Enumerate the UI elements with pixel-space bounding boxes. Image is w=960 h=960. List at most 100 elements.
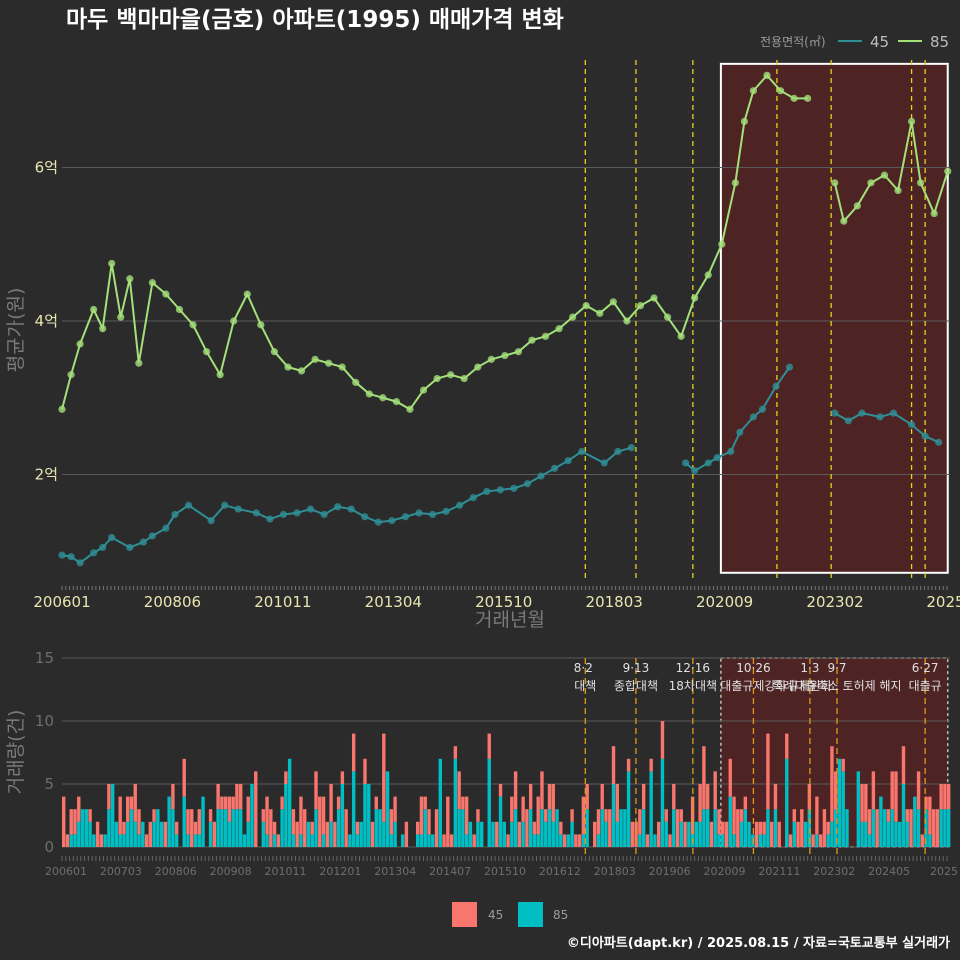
bar-85 xyxy=(886,821,891,847)
bar-45 xyxy=(785,733,789,759)
bar-45 xyxy=(446,796,450,847)
y-tick-label: 6억 xyxy=(35,158,58,176)
series-45-point xyxy=(858,409,866,417)
bar-85 xyxy=(916,809,921,847)
series-85-point xyxy=(930,209,938,218)
x-tick-label: 2025 xyxy=(926,593,960,611)
bar-45 xyxy=(811,834,815,847)
bar-85 xyxy=(272,834,277,847)
bar-85 xyxy=(103,834,107,847)
bar-45 xyxy=(284,771,288,784)
series-45-point xyxy=(921,432,929,440)
policy-text-label: 특례대출축소 토허제 해지 xyxy=(772,679,901,693)
series-85-point xyxy=(126,275,134,283)
series-85-line xyxy=(61,73,808,411)
series-85-point xyxy=(718,240,726,248)
bar-45 xyxy=(453,746,458,759)
bar-85 xyxy=(80,809,85,847)
series-85-point xyxy=(514,348,523,356)
bar-85 xyxy=(626,771,631,847)
bar-85 xyxy=(905,821,909,847)
bar-45 xyxy=(660,721,665,759)
bar-45 xyxy=(559,821,563,835)
bar-85 xyxy=(261,821,265,847)
series-45-point xyxy=(415,509,423,517)
bar-45 xyxy=(182,758,186,797)
series-85-point xyxy=(569,313,577,321)
bar-85 xyxy=(890,809,894,847)
bar-85 xyxy=(431,834,435,847)
bar-45 xyxy=(943,784,947,810)
bar-85 xyxy=(310,834,314,847)
series-85-point xyxy=(379,394,387,402)
bar-85 xyxy=(427,834,431,847)
x-tick-label: 201011 xyxy=(254,593,311,611)
bar-85 xyxy=(871,809,876,847)
series-45-point xyxy=(889,409,898,417)
bar-45 xyxy=(133,784,137,822)
bar-45 xyxy=(517,821,522,847)
bar-45 xyxy=(668,834,672,847)
bar-85 xyxy=(186,834,190,847)
series-85-point xyxy=(216,371,224,379)
policy-text-label: 18차대책 xyxy=(669,678,717,693)
bar-85 xyxy=(114,821,119,847)
bar-85 xyxy=(393,821,397,847)
series-85-point xyxy=(135,359,143,367)
bar-45 xyxy=(732,796,736,835)
bar-85 xyxy=(193,834,198,847)
series-85-point xyxy=(99,325,107,333)
bottom-x-tick-label: 201612 xyxy=(539,865,581,878)
bottom-x-tick-label: 200703 xyxy=(100,865,142,878)
series-45-point xyxy=(221,501,229,509)
bar-85 xyxy=(336,809,341,847)
bar-45 xyxy=(728,758,732,797)
bar-45 xyxy=(427,809,431,835)
series-85-point xyxy=(419,386,428,394)
series-45-point xyxy=(252,509,260,517)
series-85-point xyxy=(804,94,812,102)
x-tick-label: 201304 xyxy=(365,593,422,611)
bar-45 xyxy=(901,746,906,784)
bar-85 xyxy=(536,834,540,847)
bar-45 xyxy=(487,733,491,759)
bar-85 xyxy=(419,834,424,847)
bar-45 xyxy=(638,809,642,835)
bottom-y-tick-label: 5 xyxy=(44,775,54,793)
bar-85 xyxy=(611,784,616,847)
series-45-point xyxy=(831,409,839,417)
bar-45 xyxy=(905,809,909,822)
bar-45 xyxy=(186,809,190,835)
series-45-point xyxy=(483,487,491,496)
bar-45 xyxy=(498,784,503,797)
bar-45 xyxy=(717,809,721,835)
bar-45 xyxy=(269,809,273,847)
bar-45 xyxy=(890,771,894,810)
series-45-point xyxy=(90,549,98,557)
bar-45 xyxy=(223,796,228,810)
bar-45 xyxy=(608,809,612,847)
bar-45 xyxy=(329,784,333,822)
bar-85 xyxy=(946,809,951,847)
bar-85 xyxy=(378,809,382,847)
bar-45 xyxy=(834,771,838,810)
bar-85 xyxy=(265,834,269,847)
bar-45 xyxy=(615,784,619,822)
bar-45 xyxy=(822,809,827,847)
bar-85 xyxy=(227,821,232,847)
bar-45 xyxy=(630,821,635,847)
bar-85 xyxy=(201,796,205,847)
bar-45 xyxy=(227,796,232,822)
bar-45 xyxy=(393,796,397,822)
series-45-point xyxy=(785,363,794,371)
series-85-point xyxy=(365,390,373,398)
bar-45 xyxy=(506,834,510,847)
series-85-point xyxy=(243,290,251,298)
bar-45 xyxy=(924,796,928,810)
series-85-point xyxy=(917,179,925,187)
bar-85 xyxy=(555,809,559,847)
legend-top: 전용면적(㎡) 45 85 xyxy=(760,33,949,51)
bottom-x-tick-label: 201906 xyxy=(649,865,691,878)
bar-85 xyxy=(287,758,292,847)
bar-45 xyxy=(325,821,330,847)
